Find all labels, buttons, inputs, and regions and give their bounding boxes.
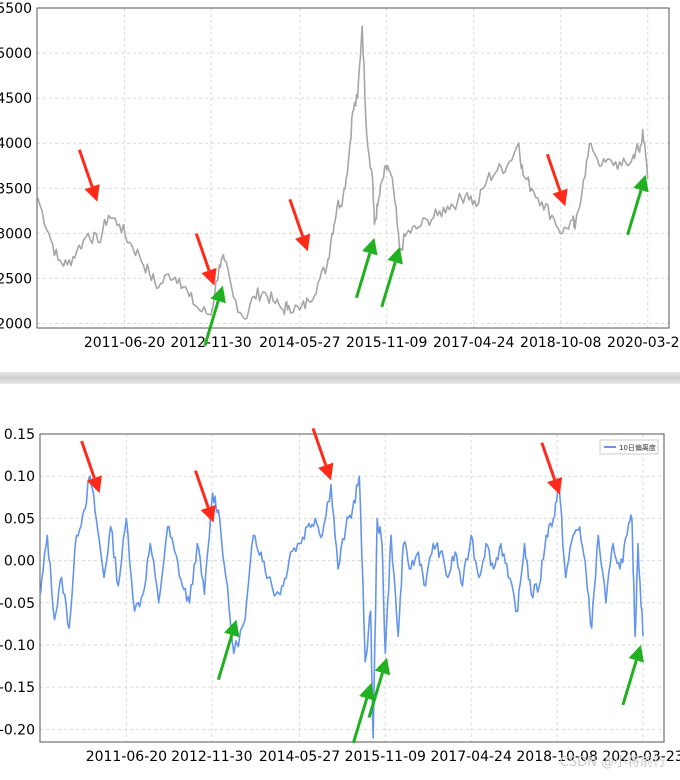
green-arrow-head	[224, 619, 240, 638]
y-tick-label: 0.15	[4, 427, 35, 443]
red-arrow-shaft	[194, 470, 210, 508]
red-arrow-head	[201, 267, 217, 286]
green-arrow-head	[628, 644, 644, 663]
panel-divider	[0, 372, 680, 384]
series-line	[36, 25, 649, 320]
green-arrow-head	[387, 246, 403, 265]
y-tick-label: 0.05	[4, 511, 35, 527]
y-tick-label: -0.15	[0, 680, 35, 696]
x-tick-label: 2012-11-30	[171, 749, 252, 765]
green-arrow-head	[374, 657, 391, 676]
y-tick-label: -0.05	[0, 596, 35, 612]
x-tick-label: 2017-04-24	[430, 749, 511, 765]
y-tick-label: 5500	[0, 1, 32, 17]
price-chart-panel: 2000 2500 3000 3500 4000 4500 5000 5500 2011-06-…	[0, 0, 680, 370]
x-tick-label: 2012-11-30	[170, 335, 251, 351]
x-tick-label: 2017-04-24	[433, 335, 514, 351]
red-arrow-head	[84, 184, 100, 202]
price-chart: 2000 2500 3000 3500 4000 4500 5000 5500 2011-06-…	[0, 1, 680, 351]
y-tick-label: -0.10	[0, 638, 35, 654]
legend-box	[599, 439, 659, 455]
red-arrow-head	[200, 504, 216, 523]
plot-frame	[39, 433, 665, 743]
red-arrow-shaft	[77, 149, 94, 188]
green-arrow-shaft	[203, 300, 220, 347]
y-tick-label: 3000	[0, 226, 32, 242]
y-tick-label: 2500	[0, 271, 32, 287]
red-arrow-shaft	[288, 198, 305, 237]
green-arrow-head	[210, 285, 226, 304]
x-tick-label: 2020-03-23	[602, 749, 680, 765]
green-arrow-shaft	[354, 252, 372, 299]
watermark: CSDN @小将前行	[559, 755, 666, 770]
x-tick-label: 2014-05-27	[259, 749, 340, 765]
y-tick-label: 3500	[0, 181, 32, 197]
green-arrow-shaft	[380, 261, 397, 308]
green-arrow-shaft	[626, 189, 643, 236]
y-tick-label: -0.20	[0, 722, 35, 738]
red-arrow-head	[547, 477, 563, 495]
x-tick-label: 2011-06-20	[84, 335, 165, 351]
red-arrow-head	[318, 462, 334, 481]
red-arrow-shaft	[311, 427, 328, 466]
red-arrow-shaft	[194, 233, 211, 272]
red-arrow-head	[86, 475, 102, 494]
green-arrow-shaft	[367, 672, 384, 719]
green-arrow-shaft	[351, 697, 369, 744]
y-tick-label: 5000	[0, 46, 32, 62]
red-arrow-head	[295, 233, 311, 252]
y-tick-label: 4500	[0, 91, 32, 107]
deviation-chart: -0.20 -0.15 -0.10 -0.05 0.00 0.05 0.10 0.15 2011…	[0, 427, 680, 765]
green-arrow-head	[362, 237, 378, 256]
green-arrow-head	[633, 174, 649, 193]
legend-label: 10日偏离度	[619, 443, 656, 452]
red-arrow-shaft	[545, 153, 562, 192]
x-tick-label: 2018-10-08	[520, 335, 601, 351]
y-tick-label: 4000	[0, 136, 32, 152]
green-arrow-shaft	[216, 634, 234, 681]
x-tick-label: 2018-10-08	[516, 749, 597, 765]
deviation-chart-panel: -0.20 -0.15 -0.10 -0.05 0.00 0.05 0.10 0.15 2011…	[0, 386, 680, 776]
plot-frame	[36, 7, 670, 329]
red-arrow-head	[552, 188, 568, 207]
series-line	[39, 475, 644, 739]
x-tick-label: 2011-06-20	[86, 749, 167, 765]
x-tick-label: 2020-03-23	[607, 335, 680, 351]
x-tick-label: 2015-11-09	[345, 749, 426, 765]
y-tick-label: 2000	[0, 316, 32, 332]
red-arrow-shaft	[540, 442, 557, 481]
y-tick-label: 0.00	[4, 554, 35, 570]
green-arrow-head	[359, 682, 375, 701]
green-arrow-shaft	[621, 659, 638, 706]
x-tick-label: 2014-05-27	[259, 335, 340, 351]
red-arrow-shaft	[80, 440, 96, 479]
x-tick-label: 2015-11-09	[346, 335, 427, 351]
y-tick-label: 0.10	[4, 469, 35, 485]
